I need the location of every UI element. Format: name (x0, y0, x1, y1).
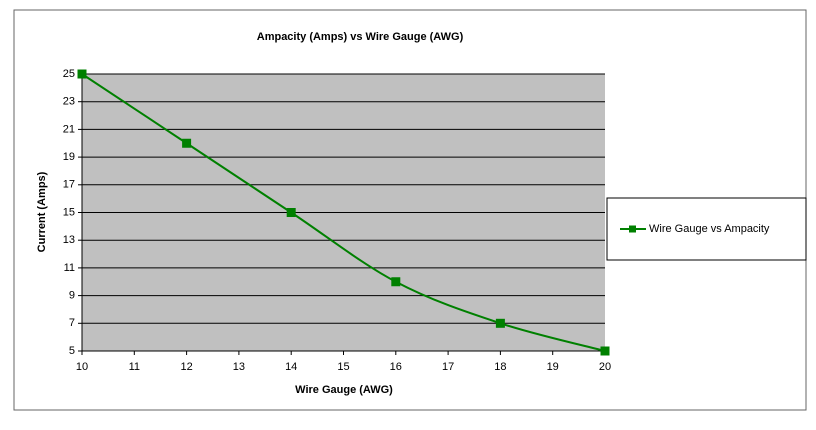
x-tick-label: 20 (599, 361, 611, 373)
y-tick-label: 11 (64, 262, 75, 274)
x-tick-label: 15 (337, 361, 349, 373)
marker (182, 138, 192, 148)
y-tick-label: 21 (63, 123, 75, 135)
x-tick-label: 19 (547, 361, 559, 373)
y-tick-label: 5 (69, 345, 75, 357)
y-tick-label: 13 (63, 234, 75, 246)
y-tick-label: 9 (69, 290, 75, 302)
y-tick-label: 23 (63, 96, 75, 108)
marker (495, 318, 505, 328)
marker (286, 208, 296, 217)
x-axis-label: Wire Gauge (AWG) (295, 384, 393, 396)
x-tick-label: 16 (390, 361, 402, 373)
chart-title: Ampacity (Amps) vs Wire Gauge (AWG) (257, 31, 464, 43)
x-tick-label: 18 (494, 361, 506, 373)
series-line (81, 73, 606, 352)
y-tick-label: 7 (69, 317, 75, 329)
y-tick-label: 19 (63, 151, 75, 163)
x-tick-label: 11 (129, 361, 140, 373)
marker (600, 346, 610, 356)
legend-marker (629, 225, 636, 233)
x-tick-label: 17 (442, 361, 454, 373)
x-tick-label: 13 (233, 361, 245, 373)
x-tick-label: 10 (76, 361, 88, 373)
x-tick-label: 14 (285, 361, 297, 373)
y-axis-label: Current (Amps) (36, 171, 48, 252)
marker (77, 69, 87, 79)
y-tick-label: 25 (63, 68, 75, 80)
y-tick-label: 15 (63, 206, 75, 218)
legend-label: Wire Gauge vs Ampacity (649, 223, 770, 235)
x-tick-label: 12 (180, 361, 192, 373)
y-tick-label: 17 (63, 179, 75, 191)
marker (391, 277, 401, 287)
